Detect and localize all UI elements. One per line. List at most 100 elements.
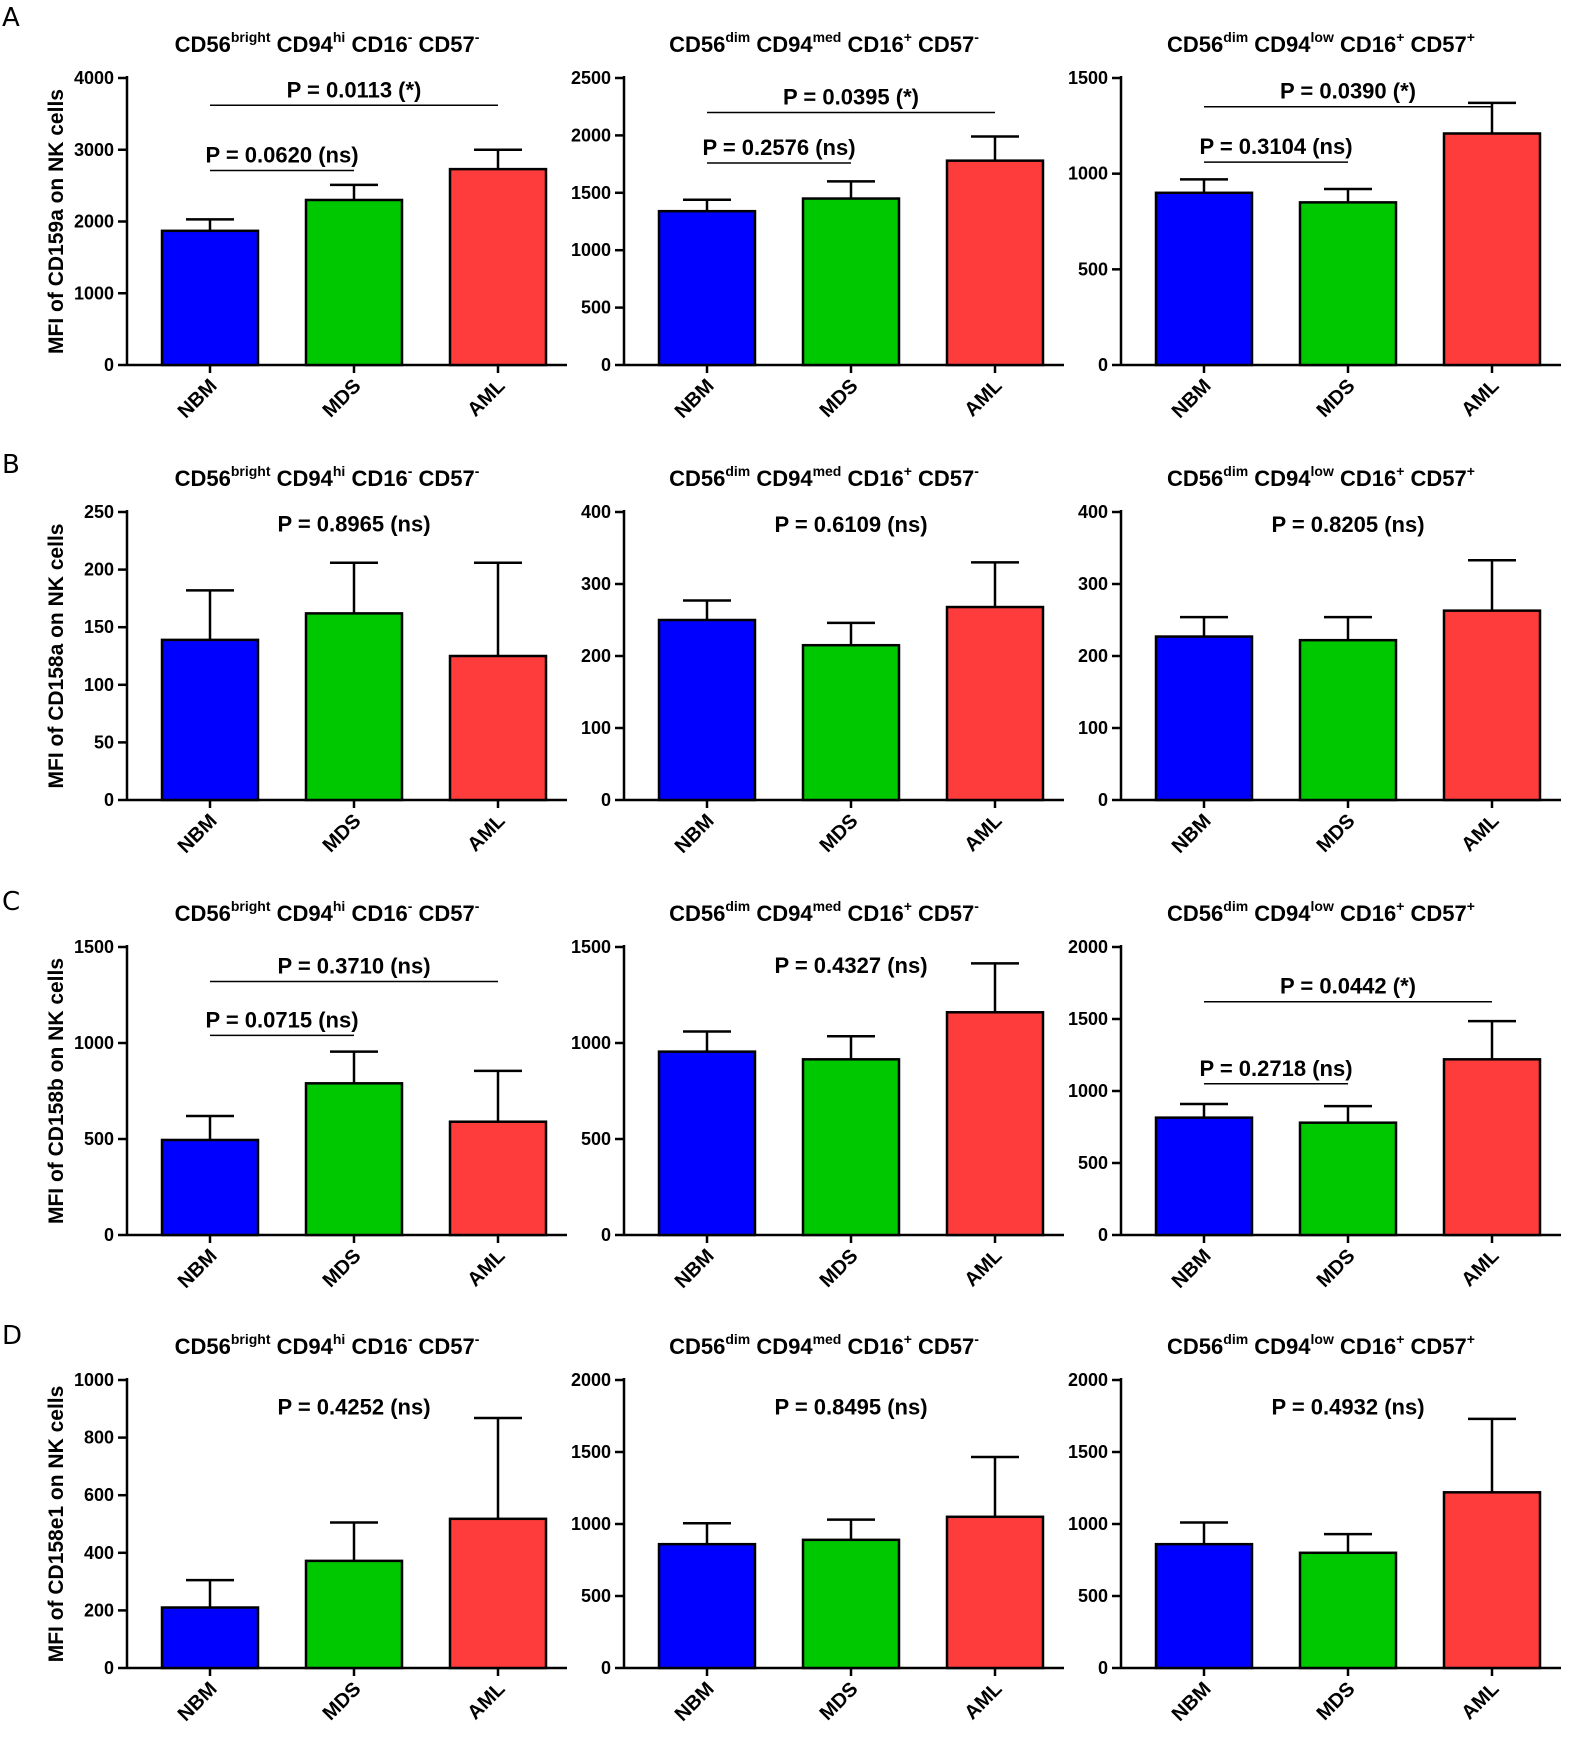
x-tick-label: NBM — [174, 810, 222, 858]
title-superscript: low — [1311, 463, 1334, 479]
y-tick-label: 1500 — [1068, 1442, 1108, 1462]
title-superscript: dim — [725, 463, 750, 479]
p-value-label: P = 0.0620 (ns) — [205, 143, 358, 168]
y-tick-label: 2000 — [1068, 937, 1108, 957]
title-marker: CD94 — [1248, 1334, 1311, 1359]
chart-c-1: CD56bright CD94hi CD16- CD57-MFI of CD15… — [45, 898, 567, 1293]
title-marker: CD16 — [1334, 466, 1396, 491]
title-marker: CD94 — [271, 1334, 334, 1359]
bar-mds — [304, 1082, 404, 1237]
p-value-label: P = 0.2718 (ns) — [1199, 1056, 1352, 1081]
x-tick-label: NBM — [174, 375, 222, 423]
title-marker: CD57 — [412, 32, 474, 57]
y-axis-label: MFI of CD158a on NK cells — [45, 524, 68, 789]
title-superscript: - — [408, 1331, 413, 1347]
chart-title: CD56bright CD94hi CD16- CD57- — [175, 463, 480, 491]
chart-a-3: CD56dim CD94low CD16+ CD57+050010001500N… — [1068, 29, 1561, 423]
p-value-label: P = 0.3710 (ns) — [277, 954, 430, 979]
title-superscript: + — [904, 29, 912, 45]
x-tick-label: NBM — [671, 1678, 719, 1726]
title-marker: CD56 — [1167, 466, 1223, 491]
title-superscript: - — [475, 1331, 480, 1347]
chart-c-2: CD56dim CD94med CD16+ CD57- 0 500 1000 1500 N… — [571, 898, 1064, 1293]
y-tick-label: 1500 — [571, 183, 611, 203]
bar-nbm — [657, 1050, 757, 1237]
title-superscript: - — [974, 898, 979, 914]
title-superscript: + — [1396, 29, 1404, 45]
bar-nbm — [160, 638, 260, 802]
p-value-label: P = 0.8495 (ns) — [774, 1395, 927, 1420]
chart-title: CD56dim CD94low CD16+ CD57+ — [1167, 29, 1475, 57]
p-value-label: P = 0.2576 (ns) — [702, 135, 855, 160]
y-axis-label: MFI of CD158e1 on NK cells — [45, 1386, 68, 1663]
y-tick-label: 500 — [84, 1129, 114, 1149]
y-tick-label: 0 — [1098, 1658, 1108, 1678]
y-tick-label: 300 — [1078, 574, 1108, 594]
y-tick-label: 500 — [581, 1586, 611, 1606]
panel-label-d: D — [2, 1321, 22, 1351]
x-tick-label: NBM — [671, 375, 719, 423]
y-tick-label: 800 — [84, 1428, 114, 1448]
title-superscript: + — [1396, 898, 1404, 914]
x-tick-label: AML — [463, 1678, 509, 1724]
x-tick-label: MDS — [319, 375, 366, 422]
title-marker: CD57 — [912, 32, 974, 57]
title-marker: CD94 — [1248, 901, 1311, 926]
x-tick-label: AML — [960, 1678, 1006, 1724]
bar-mds — [1298, 638, 1398, 802]
title-marker: CD57 — [912, 1334, 974, 1359]
y-tick-label: 1500 — [1068, 68, 1108, 88]
y-tick-label: 1500 — [571, 1442, 611, 1462]
title-superscript: + — [1467, 463, 1475, 479]
bar-nbm — [160, 1606, 260, 1670]
x-tick-label: MDS — [319, 1678, 366, 1725]
title-marker: CD57 — [1404, 32, 1466, 57]
title-superscript: + — [1396, 1331, 1404, 1347]
y-tick-label: 1500 — [571, 937, 611, 957]
title-superscript: bright — [231, 898, 271, 914]
title-superscript: dim — [725, 1331, 750, 1347]
y-tick-label: 0 — [1098, 790, 1108, 810]
bar-aml — [448, 654, 548, 802]
chart-title: CD56bright CD94hi CD16- CD57- — [175, 1331, 480, 1359]
y-tick-label: 500 — [581, 1129, 611, 1149]
y-tick-label: 2000 — [571, 1370, 611, 1390]
y-tick-label: 1500 — [74, 937, 114, 957]
title-marker: CD56 — [669, 466, 725, 491]
title-marker: CD56 — [1167, 1334, 1223, 1359]
x-tick-label: NBM — [671, 1245, 719, 1293]
p-value-label: P = 0.0715 (ns) — [205, 1007, 358, 1032]
bar-nbm — [657, 209, 757, 367]
title-superscript: hi — [333, 463, 345, 479]
y-tick-label: 300 — [581, 574, 611, 594]
x-tick-label: MDS — [1313, 1678, 1360, 1725]
x-tick-label: AML — [1457, 1678, 1503, 1724]
title-marker: CD57 — [912, 901, 974, 926]
title-superscript: - — [408, 898, 413, 914]
bar-mds — [801, 197, 901, 367]
chart-b-3: CD56dim CD94low CD16+ CD57+0100200300400… — [1078, 463, 1561, 858]
title-marker: CD16 — [1334, 32, 1396, 57]
bar-mds — [801, 1058, 901, 1237]
y-tick-label: 1000 — [74, 1370, 114, 1390]
y-tick-label: 2000 — [1068, 1370, 1108, 1390]
title-marker: CD16 — [345, 466, 407, 491]
x-tick-label: MDS — [816, 1678, 863, 1725]
title-superscript: dim — [1223, 1331, 1248, 1347]
x-tick-label: NBM — [1168, 375, 1216, 423]
y-tick-label: 0 — [601, 790, 611, 810]
bar-mds — [801, 643, 901, 802]
x-tick-label: AML — [463, 810, 509, 856]
bar-aml — [1442, 1491, 1542, 1670]
title-superscript: dim — [725, 898, 750, 914]
y-tick-label: 0 — [601, 355, 611, 375]
x-tick-label: MDS — [1313, 375, 1360, 422]
title-marker: CD57 — [1404, 901, 1466, 926]
title-superscript: hi — [333, 1331, 345, 1347]
y-tick-label: 1000 — [1068, 1514, 1108, 1534]
y-tick-label: 100 — [1078, 718, 1108, 738]
p-value-label: P = 0.0113 (*) — [287, 77, 422, 102]
x-tick-label: AML — [463, 1245, 509, 1291]
title-marker: CD56 — [1167, 32, 1223, 57]
p-value-label: P = 0.4252 (ns) — [277, 1395, 430, 1420]
